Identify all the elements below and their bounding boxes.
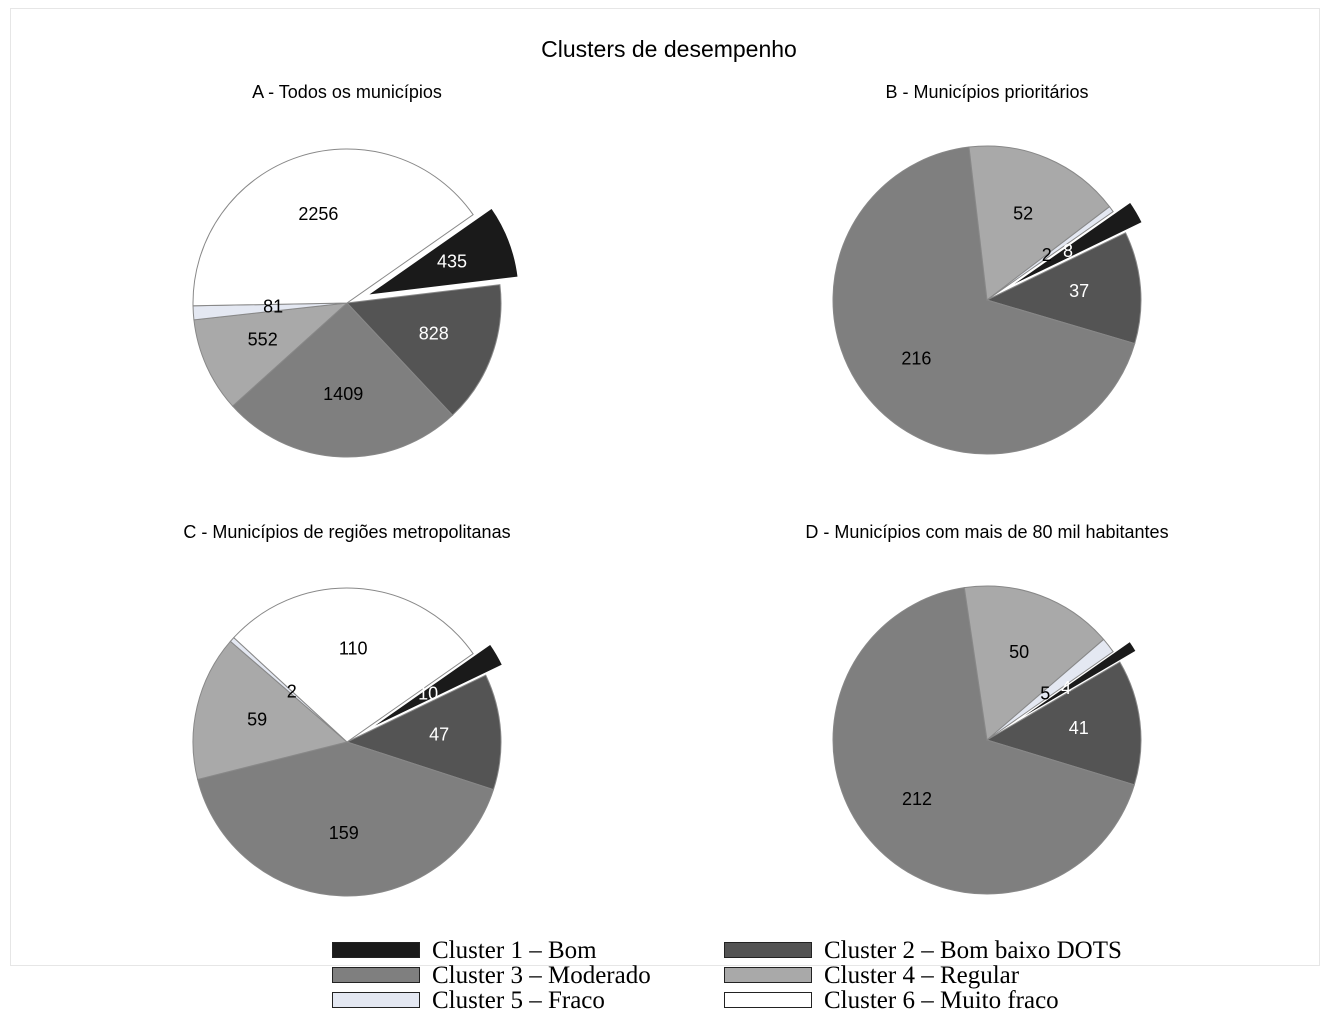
pie-chart-d: D - Municípios com mais de 80 mil habita… <box>805 522 1169 895</box>
slice-label-cluster-4: 552 <box>248 330 278 350</box>
legend-label-cluster-2: Cluster 2 – Bom baixo DOTS <box>824 937 1122 964</box>
pie-chart-c: C - Municípios de regiões metropolitanas… <box>183 522 511 897</box>
pie-slice-cluster-4 <box>192 640 349 781</box>
slice-label-cluster-6: 110 <box>339 639 368 659</box>
legend-swatch-cluster-5 <box>332 992 420 1008</box>
slice-label-cluster-4: 52 <box>1013 204 1033 224</box>
slice-label-cluster-2: 41 <box>1069 718 1089 738</box>
pie-slice-cluster-4 <box>193 302 349 407</box>
pie-slice-cluster-2 <box>345 284 502 416</box>
pie-slice-cluster-5 <box>986 206 1114 301</box>
legend-label-cluster-3: Cluster 3 – Moderado <box>432 962 651 989</box>
pie-chart-b: B - Municípios prioritários 8 37 216 52 2 <box>832 82 1145 455</box>
legend-swatch-cluster-3 <box>332 967 420 983</box>
slice-label-cluster-6: 2256 <box>298 204 338 224</box>
legend-label-cluster-6: Cluster 6 – Muito fraco <box>824 987 1059 1014</box>
slice-label-cluster-5: 2 <box>1042 245 1052 265</box>
slice-label-cluster-1: 435 <box>437 252 467 272</box>
pie-slice-cluster-3 <box>832 587 1135 895</box>
pie-slice-cluster-3 <box>231 302 454 458</box>
slice-label-cluster-4: 50 <box>1009 642 1029 662</box>
legend-swatch-cluster-1 <box>332 942 420 958</box>
slice-label-cluster-1: 4 <box>1061 678 1071 698</box>
pie-title-a: A - Todos os municípios <box>252 82 442 102</box>
chart-frame <box>10 8 1320 966</box>
pie-title-d: D - Municípios com mais de 80 mil habita… <box>805 522 1168 542</box>
pie-slice-cluster-1 <box>1003 639 1139 731</box>
pie-slice-cluster-2 <box>985 661 1142 786</box>
slice-label-cluster-2: 37 <box>1069 281 1089 301</box>
pie-slice-cluster-1 <box>365 206 520 297</box>
pie-title-c: C - Municípios de regiões metropolitanas <box>183 522 510 542</box>
slice-label-cluster-5: 2 <box>287 682 297 702</box>
legend-swatch-cluster-6 <box>724 992 812 1008</box>
chart-title: Clusters de desempenho <box>541 36 797 62</box>
pie-slice-cluster-1 <box>1003 200 1145 291</box>
pie-slice-cluster-4 <box>968 145 1111 301</box>
slice-label-cluster-5: 5 <box>1040 683 1050 703</box>
pie-slice-cluster-3 <box>197 741 495 897</box>
pie-slice-cluster-2 <box>345 674 502 791</box>
slice-label-cluster-1: 8 <box>1063 241 1073 261</box>
pie-slice-cluster-3 <box>832 146 1136 455</box>
legend-swatch-cluster-2 <box>724 942 812 958</box>
slice-label-cluster-1: 10 <box>418 683 438 703</box>
pie-slice-cluster-1 <box>363 642 505 733</box>
pie-slice-cluster-4 <box>963 585 1105 741</box>
pie-chart-a: A - Todos os municípios 435 828 1409 552 81 2… <box>192 82 520 458</box>
legend-label-cluster-5: Cluster 5 – Fraco <box>432 987 605 1014</box>
slice-label-cluster-4: 59 <box>247 709 267 729</box>
legend-swatch-cluster-4 <box>724 967 812 983</box>
slice-label-cluster-2: 828 <box>419 323 449 343</box>
legend-label-cluster-4: Cluster 4 – Regular <box>824 962 1020 989</box>
slice-label-cluster-5: 81 <box>263 296 283 316</box>
pie-slice-cluster-5 <box>986 638 1114 741</box>
slice-label-cluster-3: 212 <box>902 789 932 809</box>
pie-title-b: B - Municípios prioritários <box>885 82 1088 102</box>
slice-label-cluster-3: 216 <box>901 348 931 368</box>
pie-slice-cluster-2 <box>985 232 1142 345</box>
pie-slice-cluster-6 <box>233 587 474 743</box>
pie-slice-cluster-6 <box>192 148 474 307</box>
slice-label-cluster-3: 159 <box>329 823 359 843</box>
slice-label-cluster-2: 47 <box>429 725 449 745</box>
slice-label-cluster-3: 1409 <box>323 384 363 404</box>
legend-label-cluster-1: Cluster 1 – Bom <box>432 937 597 964</box>
